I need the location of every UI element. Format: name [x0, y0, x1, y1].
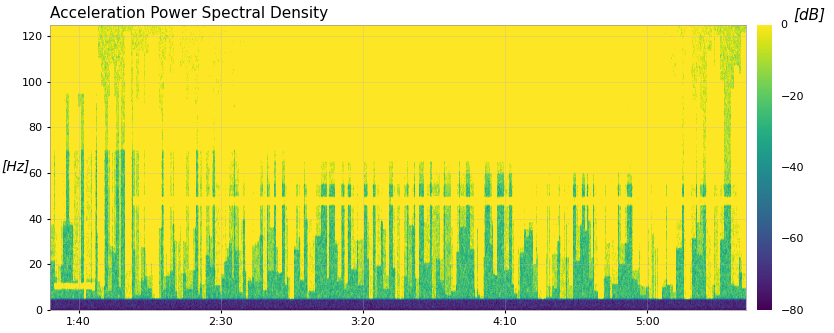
Y-axis label: [Hz]: [Hz] [1, 160, 29, 174]
Text: Acceleration Power Spectral Density: Acceleration Power Spectral Density [50, 6, 329, 21]
Y-axis label: [dB]: [dB] [793, 7, 826, 22]
